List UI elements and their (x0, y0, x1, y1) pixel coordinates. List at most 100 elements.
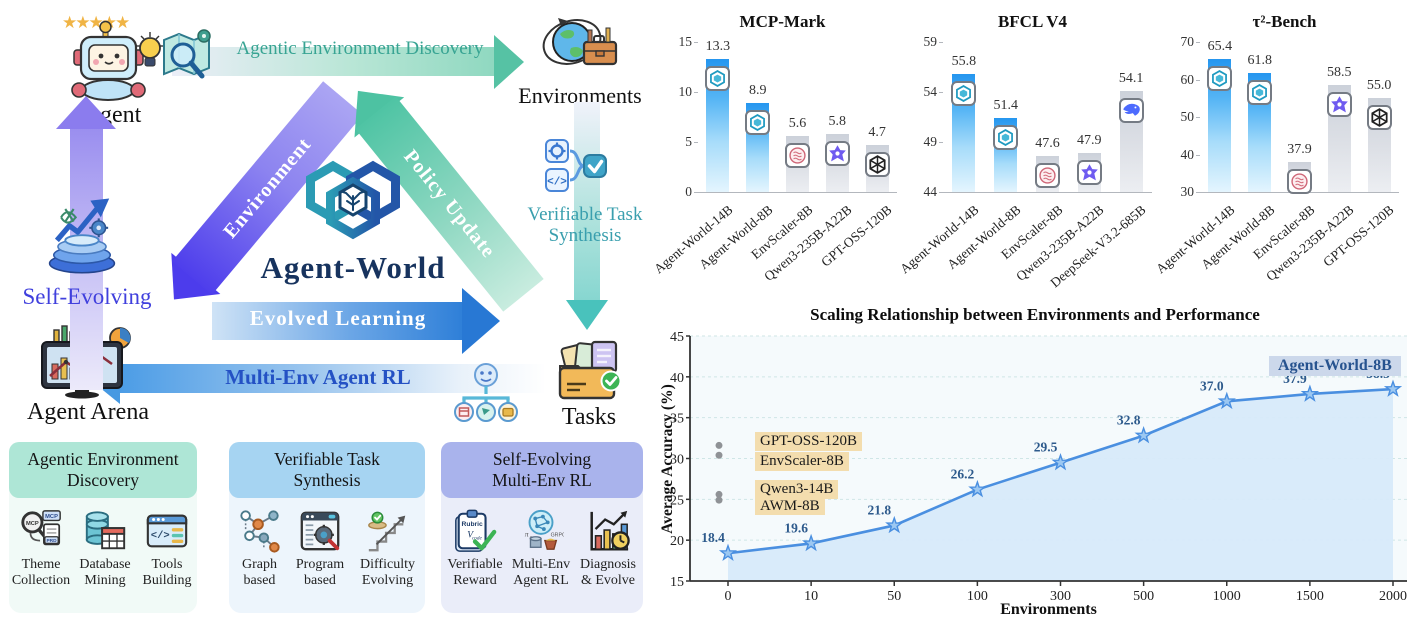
x-tick-label: 10 (804, 589, 818, 604)
envscaler-logo-icon (1039, 167, 1056, 184)
qwen-logo-icon (828, 145, 846, 162)
bar-value-label: 37.9 (1287, 142, 1312, 158)
bar-value-label: 4.7 (868, 125, 886, 140)
y-tick-label: 40 (670, 371, 684, 386)
svg-text:π: π (525, 530, 530, 539)
y-tick-label: 15 (670, 575, 684, 590)
bar-value-label: 58.5 (1327, 65, 1352, 81)
card-agentic-environment-discovery: Agentic Environment Discovery MCP MCP PR… (9, 442, 197, 613)
agent-world-logo-icon (998, 129, 1014, 146)
y-tick-mark (694, 92, 698, 93)
bar-value-label: 54.1 (1118, 71, 1144, 86)
evolved-learning-arrowhead (462, 288, 500, 354)
x-tick-label: 1000 (1213, 589, 1241, 604)
y-tick-mark (694, 42, 698, 43)
point-value-label: 37.0 (1200, 378, 1224, 393)
bar-value-label: 47.9 (1077, 133, 1102, 148)
card-item-label: Verifiable Reward (447, 557, 503, 588)
x-tick-label: 300 (1050, 589, 1071, 604)
y-tick-label: 70 (1180, 34, 1195, 49)
agent-world-logo-icon (956, 85, 972, 102)
model-logo-badge (1247, 79, 1273, 105)
card-item-label: Tools Building (142, 557, 192, 588)
y-tick-label: 10 (678, 84, 693, 99)
model-logo-badge (1076, 160, 1102, 185)
y-tick-label: 54 (923, 84, 938, 99)
bar-chart-title: BFCL V4 (997, 12, 1068, 31)
tasks-icon (558, 340, 622, 400)
point-value-label: 32.8 (1117, 413, 1141, 428)
card-item-graph-based: Graph based (234, 508, 286, 588)
card-item-multi-env-agent-rl: π θ GRPO Multi-Env Agent RL (509, 508, 573, 588)
discovery-arrow-shaft (172, 47, 496, 76)
y-tick-mark (939, 192, 943, 193)
discovery-arrow-label: Agentic Environment Discovery (236, 38, 484, 59)
model-logo-badge (785, 143, 810, 168)
mcp-mark-chart: MCP-Mark 0 5 10 15 13.3 Agent-World-14B 8.9 Agen… (651, 0, 905, 300)
data-point-star-marker (1383, 379, 1403, 397)
model-logo-badge (745, 110, 771, 135)
card-item-database-mining: Database Mining (73, 508, 137, 588)
baseline-model-label: EnvScaler-8B (755, 451, 849, 471)
svg-text:MCP: MCP (26, 521, 39, 527)
baseline-dot (715, 490, 723, 498)
bar-chart-title: τ²-Bench (1252, 12, 1317, 31)
agent-world-logo-icon (710, 70, 726, 87)
x-tick-label: 500 (1133, 589, 1154, 604)
self-evolving-arrowhead (56, 96, 116, 129)
model-logo-badge (993, 125, 1019, 150)
data-point-star-marker (1134, 425, 1153, 444)
evolved-learning-arrow-label: Evolved Learning (249, 306, 427, 330)
card-verifiable-task-synthesis: Verifiable Task Synthesis (229, 442, 425, 613)
database-mining-icon (85, 511, 126, 550)
bar-value-label: 13.3 (705, 39, 731, 54)
agent-world-logo-icon (1212, 70, 1228, 88)
bar-value-label: 5.8 (828, 114, 847, 129)
svg-text:★★★★★: ★★★★★ (62, 13, 130, 32)
multi-env-rl-icon: π θ GRPO (525, 509, 564, 550)
baseline-model-label: Qwen3-14B (755, 480, 839, 500)
y-tick-mark (939, 142, 943, 143)
y-tick-label: 5 (685, 134, 692, 149)
self-evolving-icon (48, 198, 116, 274)
synthesis-arrowhead (566, 300, 608, 330)
y-tick-label: 49 (923, 134, 938, 149)
model-logo-badge (1207, 66, 1233, 92)
multi-env-network-icon (454, 363, 518, 422)
agent-world-logo-icon (750, 114, 766, 131)
envscaler-logo-icon (1291, 173, 1308, 191)
bar (706, 59, 730, 192)
diagnosis-evolve-icon (590, 510, 630, 551)
data-point-star-marker (968, 479, 987, 498)
bar-value-label: 5.6 (788, 116, 807, 131)
y-tick-label: 25 (670, 493, 684, 508)
bar-value-label: 65.4 (1207, 39, 1233, 55)
point-value-label: 29.5 (1034, 440, 1058, 455)
x-tick-label: 2000 (1379, 589, 1407, 604)
x-tick-label: 1500 (1296, 589, 1324, 604)
y-tick-label: 59 (923, 34, 938, 49)
model-logo-badge (951, 81, 977, 106)
point-value-label: 21.8 (867, 502, 891, 517)
gpt-oss-logo-icon (1371, 108, 1388, 128)
area-fill (728, 389, 1393, 581)
gpt-oss-logo-icon (869, 155, 886, 174)
envscaler-logo-icon (789, 147, 806, 164)
series-end-label: Agent-World-8B (1269, 356, 1401, 376)
x-axis-title: Environments (1000, 601, 1097, 618)
scaling-chart-title: Scaling Relationship between Environment… (810, 305, 1260, 324)
task-synthesis-icon: </> (545, 139, 607, 192)
model-logo-badge (1366, 105, 1392, 131)
svg-text:PRD: PRD (46, 538, 57, 544)
evolved-learning-arrow-shaft (212, 302, 464, 340)
scaling-chart: Scaling Relationship between Environment… (659, 300, 1410, 621)
card-title: Self-Evolving Multi-Env RL (441, 442, 643, 498)
card-item-difficulty-evolving: Difficulty Evolving (355, 508, 421, 588)
agent-world-logo-icon (1252, 83, 1268, 101)
card-item-diagnosis-evolve: Diagnosis & Evolve (576, 508, 640, 588)
card-item-label: Diagnosis & Evolve (580, 557, 636, 588)
card-title: Verifiable Task Synthesis (229, 442, 425, 498)
bfcl-v4-chart: BFCL V4 44 49 54 59 55.8 Agent-World-14B 51.4 Ag… (897, 0, 1160, 300)
y-tick-label: 40 (1180, 146, 1195, 162)
agent-robot-icon: ★★★★★ (62, 13, 163, 101)
